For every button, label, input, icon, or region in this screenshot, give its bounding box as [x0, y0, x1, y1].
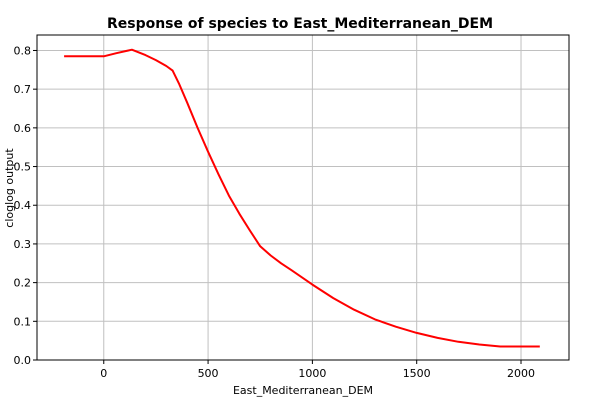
x-tick-label: 500 — [198, 367, 219, 380]
x-tick-label: 1500 — [403, 367, 431, 380]
y-tick-label: 0.0 — [14, 354, 32, 367]
x-axis-label: East_Mediterranean_DEM — [233, 384, 373, 397]
plot-area-frame — [36, 34, 570, 361]
y-tick-label: 0.5 — [14, 161, 32, 174]
y-tick-label: 0.7 — [14, 83, 32, 96]
axis-ticks: 0 500 1000 1500 2000 0.0 0.1 0.2 0.3 0.4 0.5 0.6 0.7… — [14, 44, 536, 380]
x-tick-label: 2000 — [507, 367, 535, 380]
y-axis-label: cloglog output — [3, 148, 16, 228]
x-tick-label: 0 — [100, 367, 107, 380]
y-tick-label: 0.6 — [14, 122, 32, 135]
y-tick-label: 0.2 — [14, 277, 32, 290]
y-tick-label: 0.4 — [14, 199, 32, 212]
series-layer — [64, 48, 540, 348]
response-curve — [64, 48, 540, 348]
y-tick-label: 0.8 — [14, 44, 32, 57]
y-tick-label: 0.3 — [14, 238, 32, 251]
y-tick-label: 0.1 — [14, 315, 32, 328]
x-tick-label: 1000 — [298, 367, 326, 380]
chart-title: Response of species to East_Mediterranea… — [107, 16, 493, 32]
